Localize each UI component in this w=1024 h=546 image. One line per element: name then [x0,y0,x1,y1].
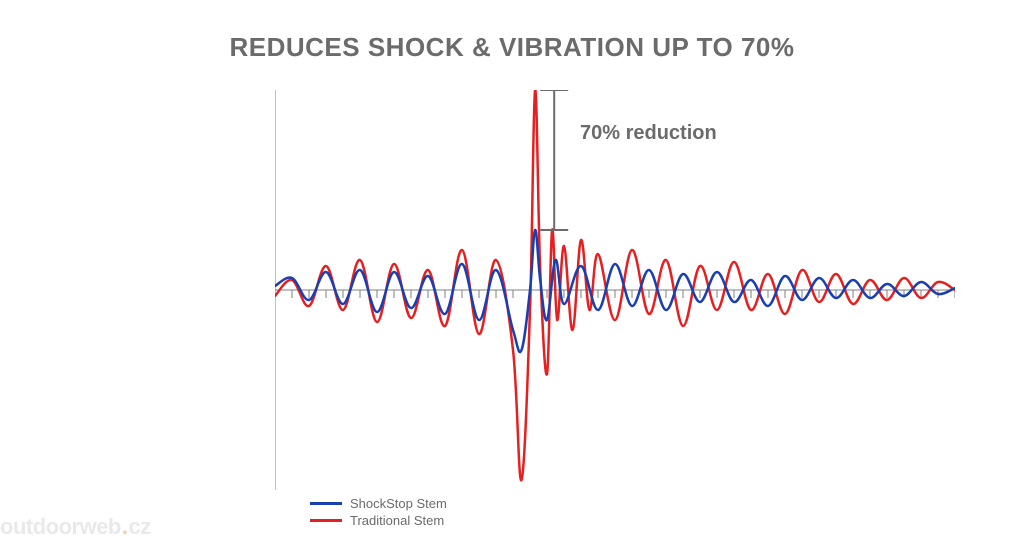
legend: ShockStop Stem Traditional Stem [310,496,447,530]
vibration-chart [275,90,955,490]
reduction-annotation: 70% reduction [580,122,717,145]
legend-item: Traditional Stem [310,513,447,528]
series-traditional [275,90,955,480]
legend-swatch-traditional [310,519,342,522]
legend-swatch-shockstop [310,502,342,505]
legend-label: Traditional Stem [350,513,444,528]
watermark-text-a: outdoorweb [0,514,121,539]
legend-item: ShockStop Stem [310,496,447,511]
chart-svg [275,90,955,490]
legend-label: ShockStop Stem [350,496,447,511]
chart-title: REDUCES SHOCK & VIBRATION UP TO 70% [0,32,1024,63]
watermark-dot: . [122,514,128,539]
watermark: outdoorweb.cz [0,514,151,540]
watermark-text-b: cz [129,514,151,539]
